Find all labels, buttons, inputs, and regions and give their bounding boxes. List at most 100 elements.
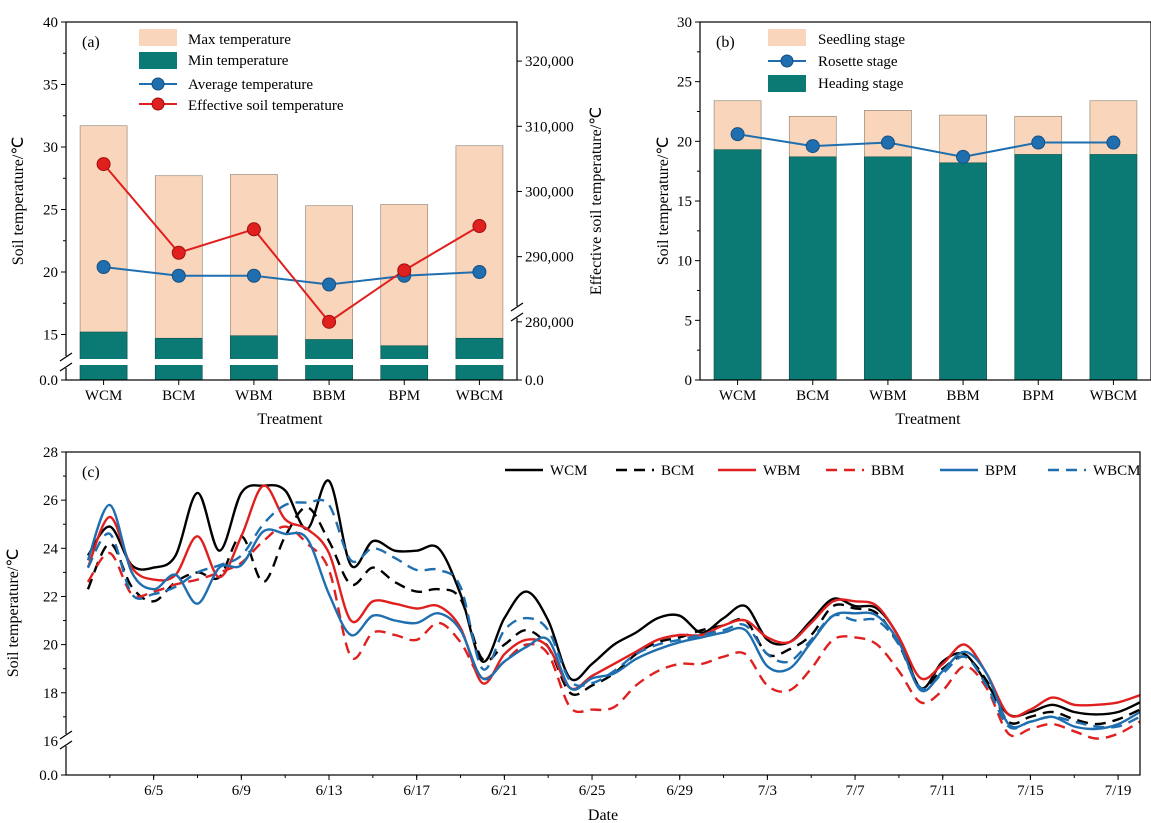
legend-label-BPM: BPM [985,463,1017,479]
panel-b-legend: Seedling stage Rosette stage Heading sta… [768,29,905,92]
point-eff-WBCM [472,219,487,234]
panel-a-right-axis-break-slash-top [510,302,524,312]
panel-c-label: (c) [82,464,100,481]
panel-b-ytick-label: 10 [677,254,692,270]
panel-b-axes: 0 5 10 15 20 25 30 WCM BCM WBM BBM BPM WBCM [677,15,1137,404]
panel-c-frame [65,451,1141,776]
panel-c-ytick-label: 16 [43,734,59,750]
panel-c-xtick-label: 6/29 [666,783,693,799]
legend-swatch-seedling [768,29,806,46]
legend-min-label: Min temperature [188,53,289,69]
panel-a-bars [67,125,516,381]
series-WBM [86,484,1141,718]
panel-c-xtick-label: 6/9 [232,783,251,799]
panel-a-y2tick-label: 290,000 [525,250,574,266]
panel-a-xtick-label: BBM [312,388,345,404]
bar-min-WCM [79,331,128,381]
panel-c-xtick-label: 6/17 [403,783,430,799]
legend-swatch-min [139,52,177,69]
panel-c-xtick-label: 7/15 [1017,783,1044,799]
panel-c-ytick-label: 22 [43,589,58,605]
panel-b-xtick-label: BPM [1022,388,1054,404]
panel-c-axes: 0.0 16 18 20 22 24 26 28 6/5 6/9 6/13 6/17 6/21 6/25 6… [39,445,1131,799]
panel-a-y2tick-label: 310,000 [525,119,574,135]
legend-eff-marker [151,97,165,111]
panel-a-xtick-label: WCM [85,388,123,404]
point-rosette-WBCM [1106,135,1121,150]
panel-a-xtick-label: BCM [162,388,195,404]
series-BBM [86,525,1141,740]
panel-c-ytick-label: 18 [43,686,58,702]
bar-heading-BCM [788,156,837,381]
panel-b-frame [699,21,1151,381]
panel-a-ytick-label: 35 [43,78,58,94]
panel-c-lines [86,479,1141,740]
panel-a-xtick-label: BPM [388,388,420,404]
legend-avg-marker [151,77,165,91]
point-avg-BCM [171,268,186,283]
series-WBCM [86,498,1141,730]
panel-a-ytick-label: 15 [43,328,58,344]
panel-b-lines [730,127,1121,164]
panel-c-xtick-label: 7/19 [1105,783,1132,799]
panel-a-ylabel: Soil temperature/℃ [10,137,27,266]
series-average-temperature [103,266,480,286]
panel-c-xtick-label: 6/13 [316,783,343,799]
bar-heading-BPM [1014,154,1063,381]
panel-a-ytick-label: 40 [43,15,58,31]
legend-rosette-label: Rosette stage [818,54,898,70]
panel-a-y2tick-label: 0.0 [525,373,544,389]
panel-b-ytick-label: 20 [677,134,692,150]
panel-c-xtick-label: 6/5 [144,783,163,799]
panel-b-xlabel: Treatment [895,411,961,428]
point-eff-WBM [246,222,261,237]
panel-a-right-axis-break-gap [510,306,524,318]
panel-c-xtick-label: 7/7 [845,783,865,799]
point-rosette-BCM [805,139,820,154]
panel-b-ytick-label: 0 [685,373,693,389]
point-eff-WCM [96,157,111,172]
bar-heading-BBM [939,162,987,381]
panel-a-left-axis-break-gap [59,356,73,368]
legend-max-label: Max temperature [188,32,291,48]
panel-a: 0.0 15 20 25 30 35 40 0.0 280,000 290,000 300,000 3… [10,15,605,428]
panel-b-xtick-label: WBM [869,388,907,404]
panel-c-xtick-label: 6/21 [491,783,518,799]
panel-c-ytick-label: 0.0 [39,768,58,784]
bar-heading-WBCM [1089,154,1138,381]
panel-c-xtick-label: 6/25 [579,783,606,799]
panel-a-xtick-label: WBCM [456,388,504,404]
panel-c-axis-break-slash-bottom [59,740,73,750]
point-rosette-BBM [956,149,971,164]
panel-b-xtick-label: BBM [946,388,979,404]
legend-rosette-marker [780,54,794,68]
panel-c-xtick-label: 7/3 [758,783,777,799]
legend-heading-label: Heading stage [818,76,904,92]
panel-c-ytick-label: 28 [43,445,58,461]
panel-b-ytick-label: 30 [677,15,692,31]
panel-c-ylabel: Soil temperature/℃ [5,549,22,678]
panel-a-xlabel: Treatment [257,411,323,428]
panel-b-xtick-label: WBCM [1090,388,1138,404]
panel-c-axis-break-slash-top [59,730,73,740]
panel-a-y2tick-label: 320,000 [525,54,574,70]
panel-c-xtick-label: 7/11 [930,783,956,799]
point-avg-BBM [322,277,337,292]
point-avg-WBM [246,268,261,283]
panel-a-y2tick-label: 300,000 [525,184,574,200]
panel-b-ytick-label: 15 [677,194,692,210]
panel-a-ytick-label: 0.0 [39,373,58,389]
legend-label-BBM: BBM [871,463,904,479]
point-eff-BPM [397,263,412,278]
panel-c-ytick-label: 20 [43,638,58,654]
point-rosette-BPM [1031,135,1046,150]
legend-label-BCM: BCM [661,463,694,479]
legend-eff-label: Effective soil temperature [188,98,344,114]
panel-a-legend: Max temperature Min temperature Average … [139,29,344,114]
legend-seedling-label: Seedling stage [818,32,905,48]
series-BCM [86,506,1141,726]
panel-a-y2tick-label: 280,000 [525,315,574,331]
bar-heading-WCM [713,149,762,381]
